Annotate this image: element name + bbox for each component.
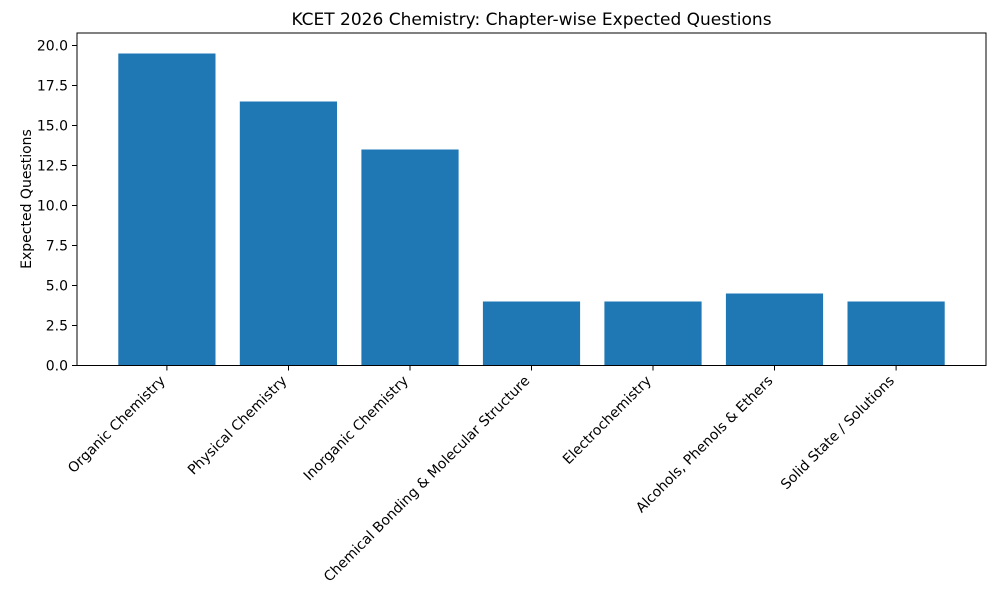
chart-title: KCET 2026 Chemistry: Chapter-wise Expect… <box>291 10 772 30</box>
y-tick-label: 5.0 <box>46 279 68 295</box>
plot-spines <box>76 32 987 366</box>
x-tick-label: Alcohols, Phenols & Ethers <box>633 373 776 516</box>
bar <box>725 293 824 366</box>
x-tick-label: Chemical Bonding & Molecular Structure <box>321 373 533 585</box>
y-tick-label: 20.0 <box>37 39 68 55</box>
bar <box>118 53 216 366</box>
bar <box>482 301 581 366</box>
x-tick-label: Organic Chemistry <box>65 373 169 477</box>
x-tick-label: Solid State / Solutions <box>778 373 898 493</box>
x-tick-label: Physical Chemistry <box>185 373 290 478</box>
bar <box>239 101 337 366</box>
bar <box>847 301 945 366</box>
x-tick-label: Inorganic Chemistry <box>301 373 412 484</box>
y-tick-label: 12.5 <box>37 159 68 175</box>
y-tick-label: 10.0 <box>37 199 68 215</box>
y-tick-label: 2.5 <box>46 319 68 335</box>
bar <box>604 301 702 366</box>
y-tick-label: 17.5 <box>37 79 68 95</box>
y-tick-label: 7.5 <box>46 239 68 255</box>
bar <box>361 149 459 366</box>
y-tick-label: 0.0 <box>46 359 68 375</box>
x-tick-label: Electrochemistry <box>560 373 655 468</box>
y-tick-label: 15.0 <box>37 119 68 135</box>
